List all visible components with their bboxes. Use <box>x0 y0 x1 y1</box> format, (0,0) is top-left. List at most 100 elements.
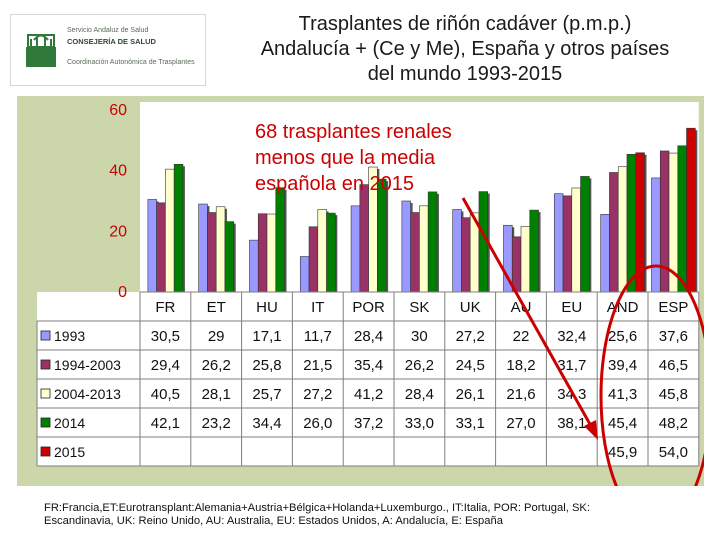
bar-EU-1994-2003 <box>562 195 573 293</box>
bar-SK-2014 <box>427 191 438 293</box>
category-label-EU: EU <box>561 299 582 316</box>
logo-line-3: Coordinación Autonómica de Trasplantes <box>67 59 195 66</box>
data-label: 40,5 <box>151 386 180 403</box>
annotation-text: española en 2015 <box>255 173 414 195</box>
data-label: 37,2 <box>354 415 383 432</box>
bar-AU-1994-2003 <box>511 236 522 293</box>
data-label: 23,2 <box>202 415 231 432</box>
data-label: 11,7 <box>304 328 332 345</box>
bar-IT-2014 <box>326 212 336 293</box>
data-label: 26,2 <box>405 357 434 374</box>
bar-AND-1993 <box>600 214 610 293</box>
bar-ET-2004-2013 <box>215 206 226 293</box>
bar-POR-2014 <box>377 178 387 293</box>
bar-IT-1993 <box>299 256 310 293</box>
category-label-IT: IT <box>311 299 324 316</box>
bar-ET-2014 <box>224 221 235 293</box>
data-label: 26,1 <box>456 386 485 403</box>
data-label: 30 <box>411 328 428 345</box>
data-label: 26,2 <box>202 357 231 374</box>
annotation-text: menos que la media <box>255 147 436 169</box>
data-label: 48,2 <box>659 415 688 432</box>
data-label: 38,1 <box>557 415 586 432</box>
bar-UK-1994-2003 <box>461 217 471 293</box>
title-line-3: del mundo 1993-2015 <box>367 63 563 85</box>
bar-HU-1994-2003 <box>257 213 268 293</box>
y-tick-label: 0 <box>118 284 127 301</box>
footnote-line-2: Escandinavia, UK: Reino Unido, AU: Austr… <box>44 515 503 527</box>
bar-AND-2004-2013 <box>617 166 628 293</box>
data-label: 28,4 <box>354 328 383 345</box>
title-line-2: Andalucía + (Ce y Me), España y otros pa… <box>260 38 670 60</box>
annotation-text: 68 trasplantes renales <box>255 121 452 143</box>
bar-ESP-1994-2003 <box>659 150 670 293</box>
data-label: 41,3 <box>608 386 637 403</box>
chart-panel: 0 20 40 60 FR ET HU IT POR SK UK AU EU AND ESP 1993 30,5… <box>17 96 704 486</box>
logo-line-2: CONSEJERÍA DE SALUD <box>67 37 156 46</box>
data-label: 25,7 <box>252 386 281 403</box>
bar-UK-1993 <box>452 209 462 293</box>
footnote: FR:Francia,ET:Eurotransplant:Alemania+Au… <box>44 502 684 528</box>
y-tick-label: 40 <box>109 163 127 180</box>
data-label: 26,0 <box>303 415 332 432</box>
data-label: 46,5 <box>659 357 688 374</box>
footnote-line-1: FR:Francia,ET:Eurotransplant:Alemania+Au… <box>44 502 590 514</box>
data-label: 45,9 <box>608 444 637 461</box>
data-label: 30,5 <box>151 328 180 345</box>
bar-FR-2014 <box>173 163 184 293</box>
data-label: 27,2 <box>456 328 485 345</box>
legend-label-2015: 2015 <box>54 444 85 460</box>
bar-ESP-2015 <box>686 127 696 293</box>
data-label: 18,2 <box>506 357 535 374</box>
data-label: 24,5 <box>456 357 485 374</box>
y-tick-label: 20 <box>109 223 127 240</box>
data-label: 45,4 <box>608 415 637 432</box>
annotation-arrow <box>461 197 593 427</box>
bar-FR-1994-2003 <box>156 202 166 293</box>
bar-ET-1994-2003 <box>207 212 217 293</box>
bar-SK-2004-2013 <box>419 205 429 293</box>
category-label-HU: HU <box>256 299 278 316</box>
junta-andalucia-emblem-icon <box>26 34 56 67</box>
data-label: 28,4 <box>405 386 434 403</box>
legend-swatch-2014 <box>40 417 51 428</box>
data-label: 17,1 <box>252 328 281 345</box>
data-label: 28,1 <box>202 386 231 403</box>
bar-SK-1993 <box>401 200 411 293</box>
bar-HU-1993 <box>249 239 259 293</box>
data-label: 35,4 <box>354 357 383 374</box>
bar-HU-2014 <box>275 187 285 293</box>
data-label: 34,4 <box>252 415 281 432</box>
category-label-UK: UK <box>460 299 481 316</box>
category-label-ET: ET <box>207 299 226 316</box>
legend-label-2004-2013: 2004-2013 <box>54 386 121 402</box>
data-label: 31,7 <box>557 357 586 374</box>
legend-label-1994-2003: 1994-2003 <box>54 357 121 373</box>
data-label: 37,6 <box>659 328 688 345</box>
bar-AND-2014 <box>626 153 637 293</box>
bar-ESP-1993 <box>651 177 661 293</box>
data-label: 41,2 <box>354 386 383 403</box>
bar-IT-1994-2003 <box>308 226 319 293</box>
legend-swatch-1993 <box>40 330 51 341</box>
data-label: 27,0 <box>506 415 535 432</box>
bar-EU-1993 <box>553 193 564 293</box>
data-label: 25,6 <box>608 328 637 345</box>
bar-SK-1994-2003 <box>410 212 420 293</box>
bar-POR-1994-2003 <box>359 184 369 293</box>
data-label: 42,1 <box>151 415 180 432</box>
logo: Servicio Andaluz de Salud CONSEJERÍA DE … <box>10 14 206 86</box>
category-label-FR: FR <box>155 299 175 316</box>
legend-label-2014: 2014 <box>54 415 85 431</box>
legend-swatch-2015 <box>40 446 51 457</box>
page-title: Trasplantes de riñón cadáver (p.m.p.) An… <box>215 12 715 87</box>
bar-IT-2004-2013 <box>317 209 327 293</box>
bar-POR-1993 <box>350 205 361 293</box>
legend-label-1993: 1993 <box>54 328 85 344</box>
data-label: 32,4 <box>557 328 586 345</box>
category-label-ESP: ESP <box>658 299 688 316</box>
bar-AU-2004-2013 <box>520 226 531 293</box>
data-label: 21,5 <box>303 357 332 374</box>
data-label: 33,1 <box>456 415 485 432</box>
